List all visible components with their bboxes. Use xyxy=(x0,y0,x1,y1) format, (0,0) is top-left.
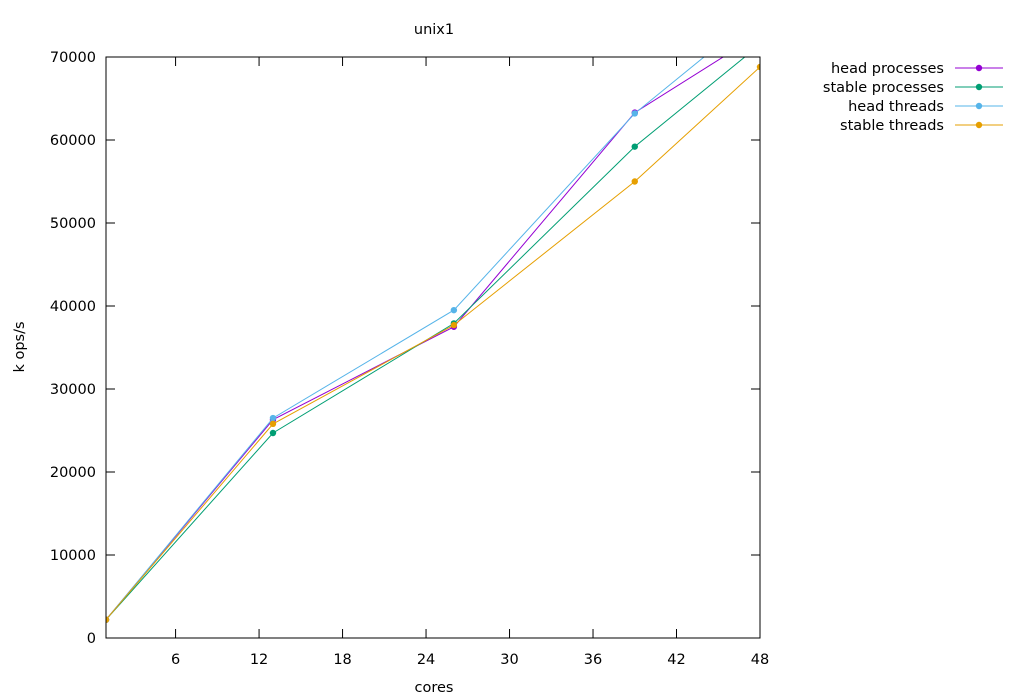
x-tick-label: 42 xyxy=(667,652,685,668)
x-tick-label: 48 xyxy=(751,652,769,668)
x-axis-label: cores xyxy=(415,680,454,696)
data-point xyxy=(756,63,760,71)
legend-label: stable threads xyxy=(840,118,944,134)
legend-label: stable processes xyxy=(823,80,944,96)
series-line xyxy=(106,57,705,621)
data-point xyxy=(631,143,638,150)
data-point xyxy=(269,414,277,422)
x-tick-label: 12 xyxy=(250,652,268,668)
data-point xyxy=(269,420,277,428)
plot-frame xyxy=(105,56,761,639)
data-point xyxy=(631,178,638,185)
legend-label: head processes xyxy=(831,61,944,77)
legend-swatch-point xyxy=(975,64,983,72)
legend: head processes stable processes head threa… xyxy=(823,61,1003,134)
y-tick-label: 70000 xyxy=(50,50,96,66)
y-axis-label: k ops/s xyxy=(12,321,28,372)
y-tick-label: 40000 xyxy=(50,299,96,315)
data-point xyxy=(269,429,277,437)
y-tick-label: 60000 xyxy=(50,133,96,149)
legend-swatch-point xyxy=(975,83,983,91)
series-line xyxy=(106,57,746,621)
series-line xyxy=(106,57,725,621)
chart-title: unix1 xyxy=(414,22,454,38)
x-tick-label: 24 xyxy=(417,652,435,668)
x-tick-label: 6 xyxy=(171,652,180,668)
x-tick-label: 36 xyxy=(584,652,602,668)
legend-swatch-point xyxy=(975,121,983,129)
series-head-processes xyxy=(106,57,725,623)
data-point xyxy=(450,306,458,314)
y-tick-label: 20000 xyxy=(50,465,96,481)
series-line xyxy=(106,66,760,621)
x-tick-label: 30 xyxy=(500,652,518,668)
data-point xyxy=(106,616,110,623)
legend-label: head threads xyxy=(848,99,944,115)
data-point xyxy=(631,110,638,117)
data-point xyxy=(450,321,458,329)
series-head-threads xyxy=(106,57,705,623)
legend-swatch-point xyxy=(975,102,983,110)
y-tick-label: 50000 xyxy=(50,216,96,232)
y-tick-label: 0 xyxy=(87,631,96,647)
series-stable-processes xyxy=(106,57,746,623)
y-tick-label: 30000 xyxy=(50,382,96,398)
series-stable-threads xyxy=(106,63,760,623)
y-tick-label: 10000 xyxy=(50,548,96,564)
x-tick-label: 18 xyxy=(333,652,351,668)
